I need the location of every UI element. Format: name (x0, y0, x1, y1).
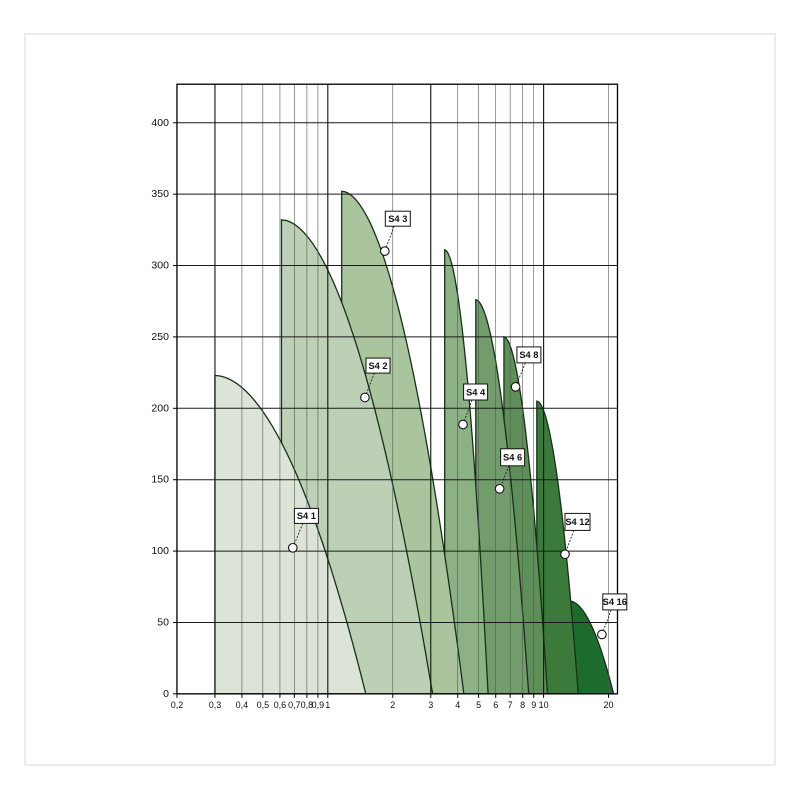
svg-text:0,7: 0,7 (288, 700, 301, 710)
svg-text:0: 0 (163, 688, 169, 700)
svg-text:0,5: 0,5 (257, 700, 270, 710)
svg-text:1: 1 (325, 700, 330, 710)
svg-text:S4 2: S4 2 (368, 361, 387, 371)
svg-text:0,3: 0,3 (209, 700, 222, 710)
svg-text:S4 3: S4 3 (388, 214, 407, 224)
svg-text:300: 300 (151, 260, 169, 272)
svg-text:4: 4 (455, 700, 460, 710)
svg-text:150: 150 (151, 474, 169, 486)
svg-text:50: 50 (157, 616, 169, 628)
svg-text:100: 100 (151, 545, 169, 557)
svg-text:S4 12: S4 12 (565, 517, 589, 527)
svg-text:S4 8: S4 8 (519, 350, 538, 360)
svg-text:0,6: 0,6 (274, 700, 287, 710)
svg-text:2: 2 (390, 700, 395, 710)
svg-text:5: 5 (476, 700, 481, 710)
svg-text:S4 6: S4 6 (503, 453, 522, 463)
svg-text:0,9: 0,9 (312, 700, 325, 710)
svg-text:0,2: 0,2 (171, 700, 184, 710)
svg-text:8: 8 (520, 700, 525, 710)
svg-text:10: 10 (539, 700, 549, 710)
svg-text:9: 9 (531, 700, 536, 710)
svg-text:7: 7 (508, 700, 513, 710)
svg-text:20: 20 (604, 700, 614, 710)
svg-text:S4 4: S4 4 (466, 387, 486, 397)
svg-text:200: 200 (151, 402, 169, 414)
svg-text:3: 3 (428, 700, 433, 710)
svg-text:250: 250 (151, 331, 169, 343)
svg-text:S4 1: S4 1 (297, 511, 316, 521)
svg-text:0,4: 0,4 (236, 700, 249, 710)
svg-text:350: 350 (151, 188, 169, 200)
svg-text:400: 400 (151, 117, 169, 129)
svg-text:S4 16: S4 16 (603, 597, 627, 607)
svg-text:6: 6 (493, 700, 498, 710)
